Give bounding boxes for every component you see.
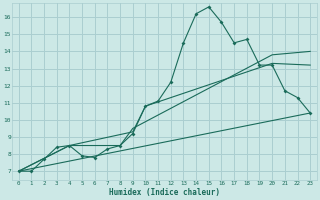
X-axis label: Humidex (Indice chaleur): Humidex (Indice chaleur) — [109, 188, 220, 197]
